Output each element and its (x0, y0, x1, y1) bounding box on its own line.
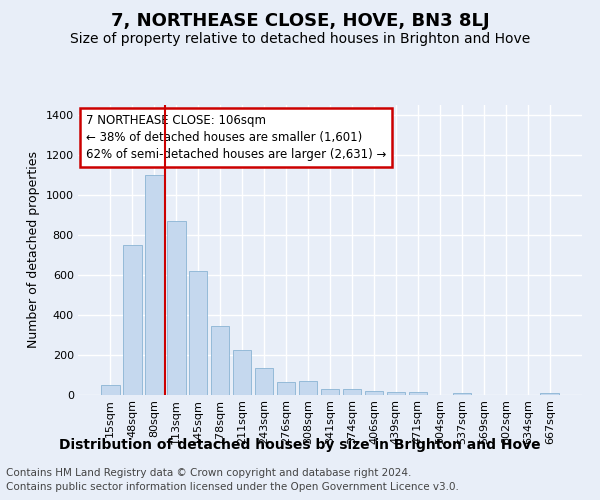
Bar (101, 385, 119, 395)
Bar (167, 221, 185, 395)
Text: 7, NORTHEASE CLOSE, HOVE, BN3 8LJ: 7, NORTHEASE CLOSE, HOVE, BN3 8LJ (110, 12, 490, 30)
Bar (145, 175, 164, 395)
Bar (320, 390, 340, 395)
Bar (255, 368, 274, 395)
Text: Contains HM Land Registry data © Crown copyright and database right 2024.: Contains HM Land Registry data © Crown c… (6, 468, 412, 477)
Bar (452, 393, 471, 395)
Text: Size of property relative to detached houses in Brighton and Hove: Size of property relative to detached ho… (70, 32, 530, 46)
Text: 7 NORTHEASE CLOSE: 106sqm
← 38% of detached houses are smaller (1,601)
62% of se: 7 NORTHEASE CLOSE: 106sqm ← 38% of detac… (86, 114, 386, 160)
Bar (277, 382, 295, 395)
Text: Contains public sector information licensed under the Open Government Licence v3: Contains public sector information licen… (6, 482, 459, 492)
Bar (299, 381, 317, 395)
Bar (211, 326, 229, 395)
Bar (365, 390, 383, 395)
Bar (189, 271, 208, 395)
Bar (343, 390, 361, 395)
Bar (233, 350, 251, 395)
Bar (386, 392, 405, 395)
Text: Distribution of detached houses by size in Brighton and Hove: Distribution of detached houses by size … (59, 438, 541, 452)
Bar (123, 245, 142, 395)
Bar (541, 393, 559, 395)
Bar (409, 392, 427, 395)
Y-axis label: Number of detached properties: Number of detached properties (27, 152, 40, 348)
